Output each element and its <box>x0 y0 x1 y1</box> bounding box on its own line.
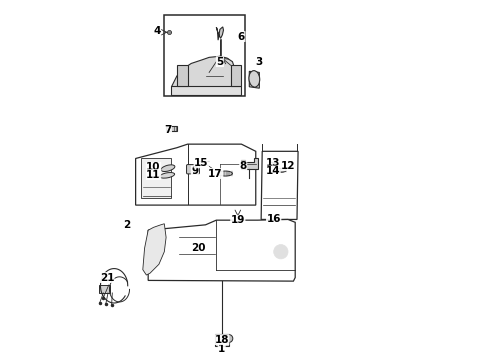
Text: 18: 18 <box>215 334 229 345</box>
Circle shape <box>270 241 292 262</box>
Text: 12: 12 <box>281 161 295 171</box>
Polygon shape <box>249 71 259 88</box>
Text: 10: 10 <box>147 162 161 172</box>
Ellipse shape <box>161 165 175 171</box>
Text: 1: 1 <box>218 343 225 354</box>
Text: 5: 5 <box>216 57 223 67</box>
Ellipse shape <box>249 71 260 87</box>
Bar <box>164 15 245 96</box>
Polygon shape <box>166 126 177 131</box>
Polygon shape <box>136 144 256 205</box>
Text: 4: 4 <box>153 26 161 36</box>
Polygon shape <box>141 158 171 198</box>
FancyBboxPatch shape <box>187 165 199 174</box>
Ellipse shape <box>160 172 174 178</box>
Text: 11: 11 <box>147 170 161 180</box>
Text: 15: 15 <box>194 158 209 168</box>
Text: 21: 21 <box>99 273 114 283</box>
Text: 17: 17 <box>208 168 223 179</box>
Text: 16: 16 <box>267 215 281 224</box>
Text: 20: 20 <box>191 243 206 253</box>
Circle shape <box>234 217 240 223</box>
Text: 6: 6 <box>238 32 245 41</box>
Text: 8: 8 <box>240 161 247 171</box>
Polygon shape <box>172 86 241 95</box>
Ellipse shape <box>275 168 286 172</box>
Text: 2: 2 <box>123 220 130 230</box>
Polygon shape <box>172 56 241 87</box>
Polygon shape <box>148 220 295 281</box>
Text: 3: 3 <box>256 57 263 67</box>
Polygon shape <box>215 334 229 346</box>
Polygon shape <box>261 151 298 220</box>
Text: 14: 14 <box>266 166 280 176</box>
Polygon shape <box>242 158 258 169</box>
Circle shape <box>274 244 288 259</box>
Bar <box>273 157 293 172</box>
Polygon shape <box>231 65 241 86</box>
Bar <box>98 285 110 293</box>
Text: 13: 13 <box>266 158 280 168</box>
Polygon shape <box>216 27 223 40</box>
Text: 7: 7 <box>164 125 171 135</box>
Ellipse shape <box>225 334 233 342</box>
Ellipse shape <box>218 171 232 176</box>
Polygon shape <box>177 65 188 86</box>
Text: 19: 19 <box>231 215 245 225</box>
Text: 9: 9 <box>191 166 198 176</box>
Polygon shape <box>143 224 166 275</box>
